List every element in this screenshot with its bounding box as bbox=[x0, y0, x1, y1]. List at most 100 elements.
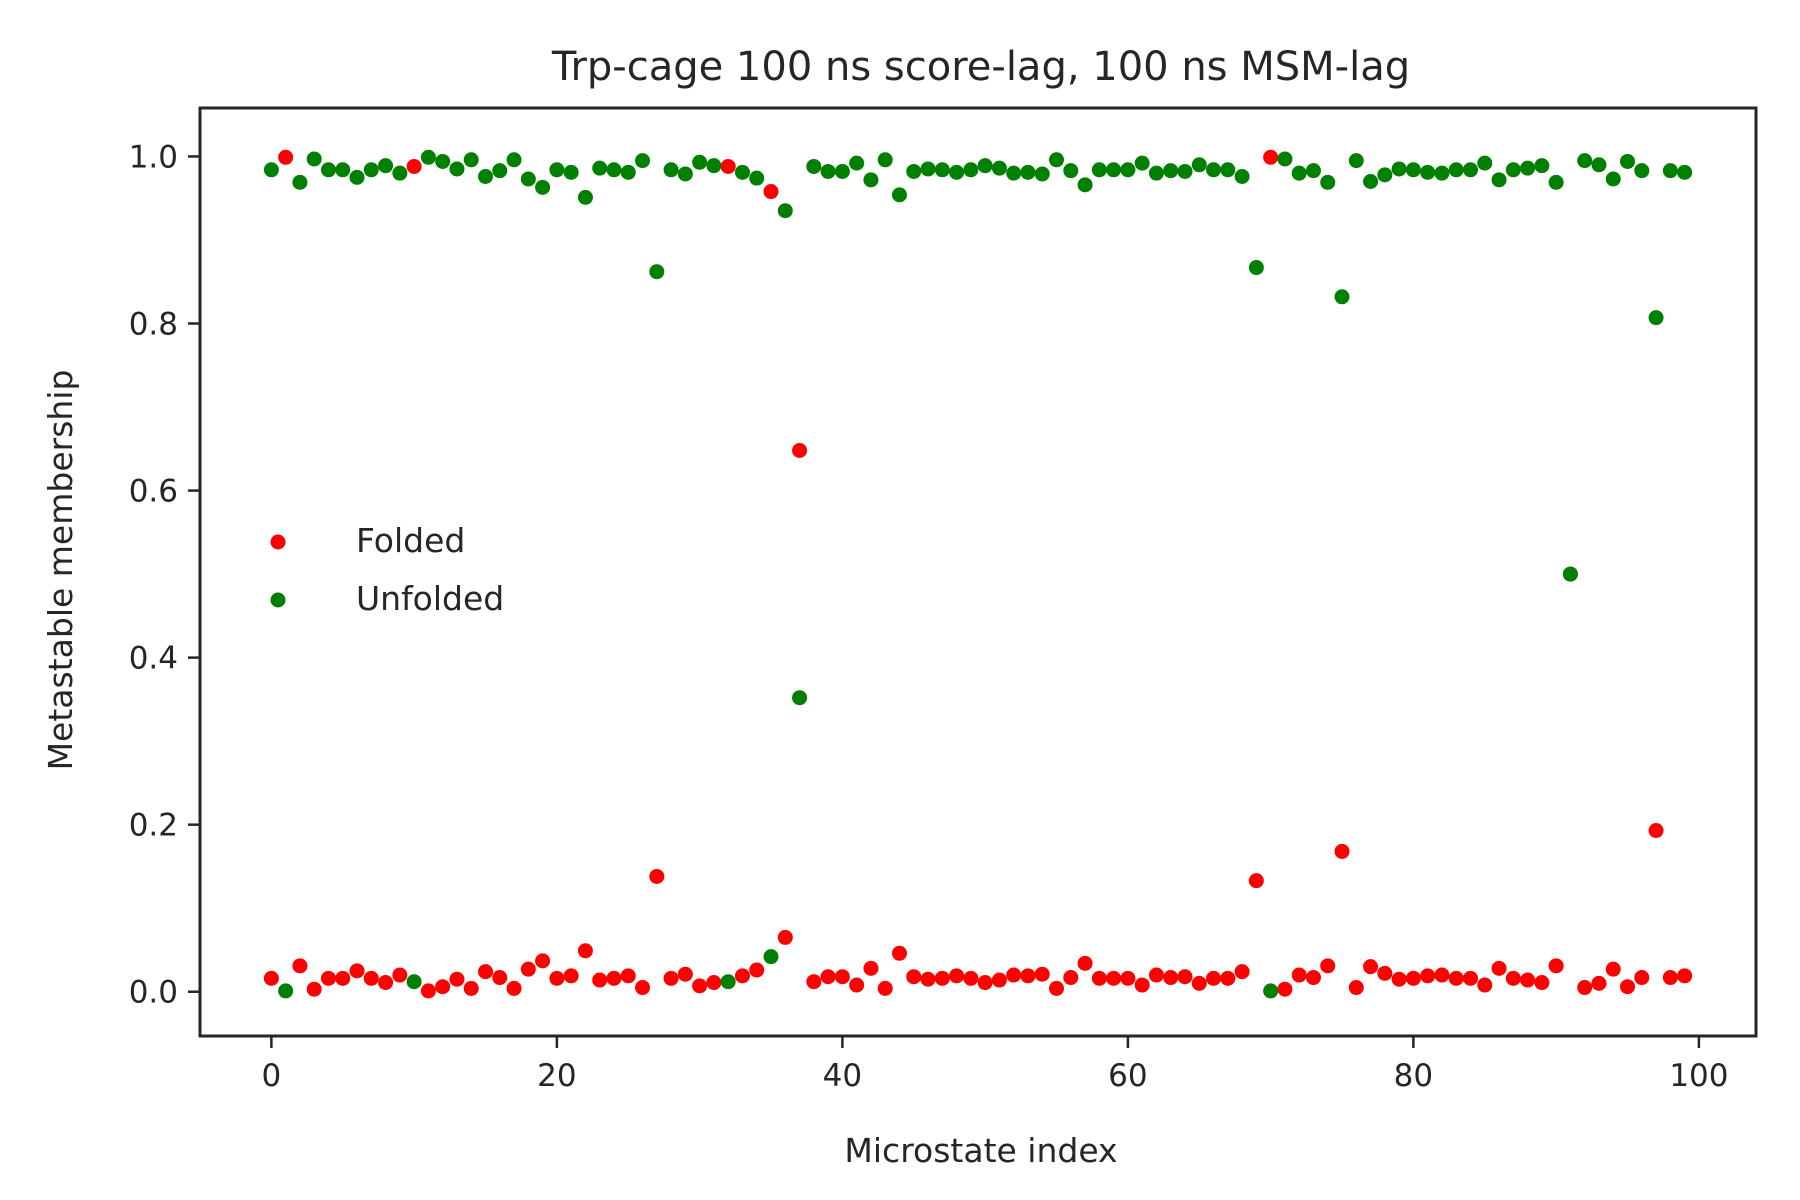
point-unfolded bbox=[706, 158, 722, 174]
point-folded bbox=[1148, 967, 1164, 983]
point-folded bbox=[635, 980, 651, 996]
x-tick-label: 20 bbox=[537, 1058, 576, 1094]
point-folded bbox=[706, 975, 722, 991]
point-folded bbox=[1006, 967, 1022, 983]
point-unfolded bbox=[1505, 162, 1521, 178]
x-axis-ticks: 0 20 40 60 80 100 bbox=[262, 1036, 1728, 1094]
point-unfolded bbox=[1063, 163, 1079, 179]
point-unfolded bbox=[1620, 153, 1636, 169]
series-folded bbox=[263, 149, 1693, 999]
point-unfolded bbox=[863, 172, 879, 188]
point-folded bbox=[392, 967, 408, 983]
point-folded bbox=[1477, 977, 1493, 993]
y-tick-label: 0.2 bbox=[129, 808, 178, 844]
point-folded bbox=[549, 970, 565, 986]
point-folded bbox=[1106, 970, 1122, 986]
x-tick-label: 0 bbox=[262, 1058, 282, 1094]
point-unfolded bbox=[420, 149, 436, 165]
point-unfolded bbox=[549, 162, 565, 178]
point-unfolded bbox=[463, 152, 479, 168]
point-unfolded bbox=[734, 164, 750, 180]
point-unfolded bbox=[563, 164, 579, 180]
point-folded bbox=[492, 970, 508, 986]
point-unfolded bbox=[1677, 164, 1693, 180]
point-unfolded bbox=[763, 949, 779, 965]
point-folded bbox=[1063, 970, 1079, 986]
point-folded bbox=[1634, 970, 1650, 986]
point-unfolded bbox=[392, 165, 408, 181]
point-folded bbox=[734, 968, 750, 984]
point-folded bbox=[863, 960, 879, 976]
point-unfolded bbox=[1020, 164, 1036, 180]
legend-label: Unfolded bbox=[356, 579, 504, 618]
point-unfolded bbox=[1634, 163, 1650, 179]
legend-item-unfolded: Unfolded bbox=[270, 579, 504, 618]
point-unfolded bbox=[934, 162, 950, 178]
point-folded bbox=[849, 977, 865, 993]
point-unfolded bbox=[792, 690, 808, 706]
point-folded bbox=[720, 158, 736, 174]
chart-title: Trp-cage 100 ns score-lag, 100 ns MSM-la… bbox=[551, 44, 1410, 90]
point-unfolded bbox=[1348, 153, 1364, 169]
point-folded bbox=[563, 968, 579, 984]
point-unfolded bbox=[1220, 162, 1236, 178]
point-folded bbox=[649, 868, 665, 884]
point-unfolded bbox=[1420, 164, 1436, 180]
point-folded bbox=[977, 975, 993, 991]
data-points bbox=[263, 149, 1693, 999]
point-unfolded bbox=[677, 166, 693, 182]
point-unfolded bbox=[320, 162, 336, 178]
point-unfolded bbox=[1448, 162, 1464, 178]
legend-label: Folded bbox=[356, 521, 465, 560]
point-folded bbox=[749, 962, 765, 978]
point-unfolded bbox=[620, 164, 636, 180]
point-unfolded bbox=[649, 264, 665, 280]
point-folded bbox=[1305, 970, 1321, 986]
point-folded bbox=[620, 968, 636, 984]
legend-marker bbox=[270, 534, 286, 550]
point-folded bbox=[1320, 958, 1336, 974]
point-folded bbox=[1334, 843, 1350, 859]
y-tick-label: 0.0 bbox=[129, 975, 178, 1011]
point-unfolded bbox=[1134, 155, 1150, 171]
point-unfolded bbox=[963, 162, 979, 178]
point-unfolded bbox=[749, 170, 765, 186]
point-unfolded bbox=[1548, 174, 1564, 190]
point-folded bbox=[692, 978, 708, 994]
point-unfolded bbox=[606, 162, 622, 178]
point-folded bbox=[877, 980, 893, 996]
point-unfolded bbox=[1605, 171, 1621, 187]
point-folded bbox=[1391, 971, 1407, 987]
point-folded bbox=[378, 975, 394, 991]
point-folded bbox=[592, 972, 608, 988]
point-folded bbox=[349, 963, 365, 979]
point-folded bbox=[606, 970, 622, 986]
point-unfolded bbox=[335, 162, 351, 178]
point-unfolded bbox=[1077, 177, 1093, 193]
point-folded bbox=[991, 972, 1007, 988]
x-tick-label: 80 bbox=[1394, 1058, 1433, 1094]
point-unfolded bbox=[1291, 165, 1307, 181]
point-unfolded bbox=[1377, 167, 1393, 183]
point-folded bbox=[1491, 960, 1507, 976]
point-unfolded bbox=[1320, 174, 1336, 190]
point-folded bbox=[963, 970, 979, 986]
point-folded bbox=[1091, 970, 1107, 986]
point-folded bbox=[1163, 970, 1179, 986]
point-folded bbox=[1263, 149, 1279, 165]
point-unfolded bbox=[1520, 160, 1536, 176]
point-folded bbox=[577, 943, 593, 959]
point-unfolded bbox=[1163, 163, 1179, 179]
point-unfolded bbox=[449, 161, 465, 177]
point-folded bbox=[1020, 968, 1036, 984]
point-folded bbox=[1248, 873, 1264, 889]
point-folded bbox=[1620, 979, 1636, 995]
point-unfolded bbox=[663, 162, 679, 178]
point-unfolded bbox=[1263, 983, 1279, 999]
point-folded bbox=[1120, 970, 1136, 986]
point-unfolded bbox=[834, 163, 850, 179]
point-folded bbox=[792, 442, 808, 458]
point-unfolded bbox=[1148, 165, 1164, 181]
point-unfolded bbox=[520, 171, 536, 187]
